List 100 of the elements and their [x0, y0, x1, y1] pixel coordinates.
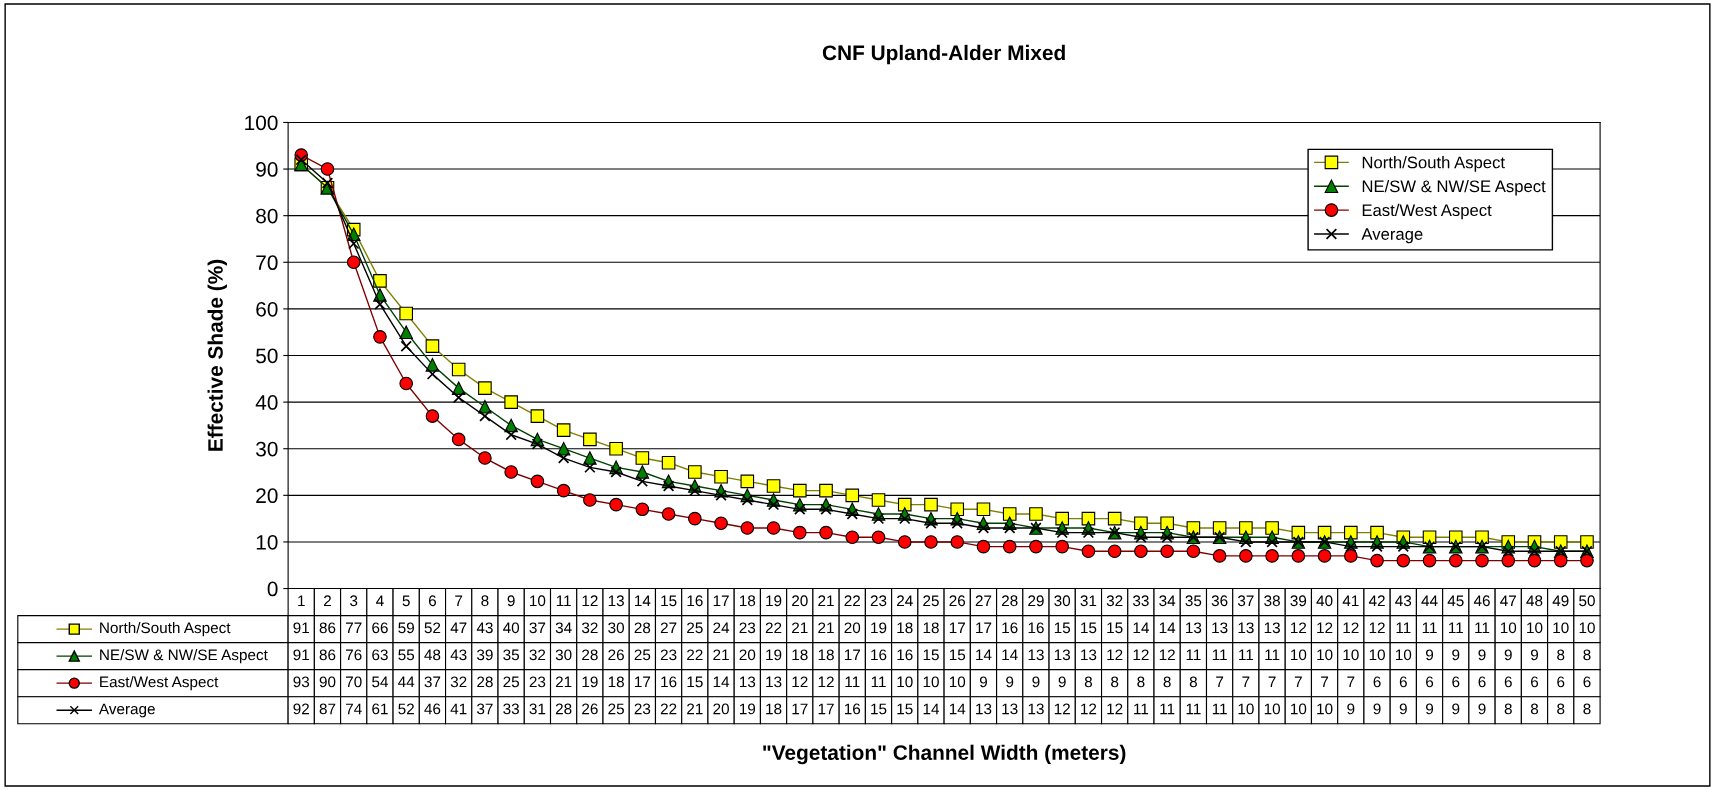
data-label: 6: [1583, 676, 1591, 688]
y-tick-label: 70: [256, 255, 278, 271]
data-label: 6: [1504, 676, 1512, 688]
data-label: 11: [1422, 622, 1437, 634]
data-label: 11: [1134, 703, 1149, 715]
data-label: 7: [1242, 676, 1250, 688]
legend-label: NE/SW & NW/SE Aspect: [1362, 179, 1546, 196]
data-label: 30: [608, 622, 625, 634]
data-label: 6: [1399, 676, 1407, 688]
data-label: 48: [424, 649, 441, 661]
data-label: 76: [346, 649, 362, 661]
y-tick-label: 0: [267, 581, 278, 597]
data-label: 20: [844, 622, 861, 634]
x-tick-label: 48: [1526, 595, 1543, 607]
data-label: 8: [1137, 676, 1145, 688]
data-label: 28: [582, 649, 598, 661]
data-label: 14: [1159, 622, 1176, 634]
data-label: 16: [661, 676, 677, 688]
x-tick-label: 24: [897, 595, 913, 607]
data-label: 21: [818, 622, 834, 634]
data-label: 17: [976, 622, 992, 634]
y-tick-label: 50: [256, 348, 278, 364]
data-label: 30: [555, 649, 572, 661]
data-label: 91: [293, 622, 309, 634]
data-label: 9: [1399, 703, 1407, 715]
data-label: 16: [1028, 622, 1044, 634]
x-tick-label: 12: [582, 595, 598, 607]
y-tick-label: 60: [256, 301, 278, 317]
text: North/South Aspect: [100, 621, 231, 637]
data-label: 12: [1107, 649, 1123, 661]
data-label: 9: [1426, 703, 1434, 715]
data-label: 12: [1343, 622, 1359, 634]
data-label: 10: [1264, 703, 1280, 715]
data-label: 13: [1081, 649, 1097, 661]
data-label: 20: [739, 649, 756, 661]
data-label: 32: [529, 649, 546, 661]
data-label: 9: [1452, 703, 1460, 715]
data-label: 28: [634, 622, 651, 634]
data-label: 13: [1002, 703, 1018, 715]
data-label: 23: [634, 703, 651, 715]
text: NE/SW & NW/SE Aspect: [100, 649, 268, 664]
data-label: 54: [372, 676, 389, 688]
x-tick-label: 4: [376, 595, 384, 607]
data-label: 16: [844, 703, 861, 715]
data-label: 11: [1186, 649, 1201, 661]
x-tick-label: 39: [1290, 595, 1307, 607]
x-tick-label: 15: [661, 595, 677, 607]
data-label: 23: [529, 676, 546, 688]
data-label: 13: [1028, 703, 1044, 715]
x-tick-label: 13: [608, 595, 624, 607]
data-label: 7: [1294, 676, 1302, 688]
data-label: 35: [503, 649, 520, 661]
data-label: 17: [635, 676, 651, 688]
data-label: 20: [713, 703, 729, 715]
data-label: 10: [897, 676, 913, 688]
x-tick-label: 1: [298, 595, 305, 607]
data-label: 14: [949, 703, 966, 715]
data-label: 11: [1160, 703, 1175, 715]
data-label: 9: [1347, 703, 1355, 715]
data-label: 32: [581, 622, 598, 634]
data-label: 10: [1291, 703, 1307, 715]
data-label: 12: [1081, 703, 1097, 715]
data-label: 12: [1369, 622, 1385, 634]
data-label: 9: [1504, 649, 1512, 661]
data-label: 8: [1504, 703, 1512, 715]
y-tick-label: 100: [245, 115, 278, 131]
x-tick-label: 19: [766, 595, 782, 607]
data-label: 6: [1426, 676, 1434, 688]
data-label: 43: [476, 622, 493, 634]
data-label: 11: [871, 676, 886, 688]
y-tick-label: 40: [255, 395, 278, 410]
data-label: 8: [1583, 703, 1591, 715]
x-tick-label: 26: [949, 595, 966, 607]
data-label: 6: [1478, 676, 1486, 688]
x-tick-label: 23: [870, 595, 887, 607]
data-label: 28: [555, 703, 572, 715]
text: Average: [98, 703, 155, 718]
data-label: 10: [1553, 622, 1569, 634]
data-label: 12: [1133, 649, 1149, 661]
data-label: 13: [1238, 622, 1254, 634]
data-label: 25: [503, 676, 520, 688]
data-label: 17: [818, 703, 834, 715]
x-tick-label: 8: [481, 595, 489, 607]
x-tick-label: 11: [556, 595, 571, 607]
data-label: 21: [713, 649, 729, 661]
data-label: 23: [660, 649, 677, 661]
data-label: 13: [1264, 622, 1280, 634]
x-tick-label: 31: [1080, 595, 1097, 607]
data-label: 40: [503, 622, 520, 634]
data-label: 15: [687, 676, 703, 688]
data-label: 59: [398, 622, 414, 634]
data-label: 55: [398, 649, 415, 661]
x-tick-label: 6: [428, 595, 437, 607]
text: "Vegetation" Channel Width (meters): [763, 744, 1126, 765]
data-label: 11: [1239, 649, 1254, 661]
x-tick-label: 47: [1500, 595, 1516, 607]
data-label: 14: [713, 676, 730, 688]
data-label: 17: [949, 622, 965, 634]
data-label: 12: [1291, 622, 1307, 634]
legend-label: North/South Aspect: [1362, 156, 1505, 172]
